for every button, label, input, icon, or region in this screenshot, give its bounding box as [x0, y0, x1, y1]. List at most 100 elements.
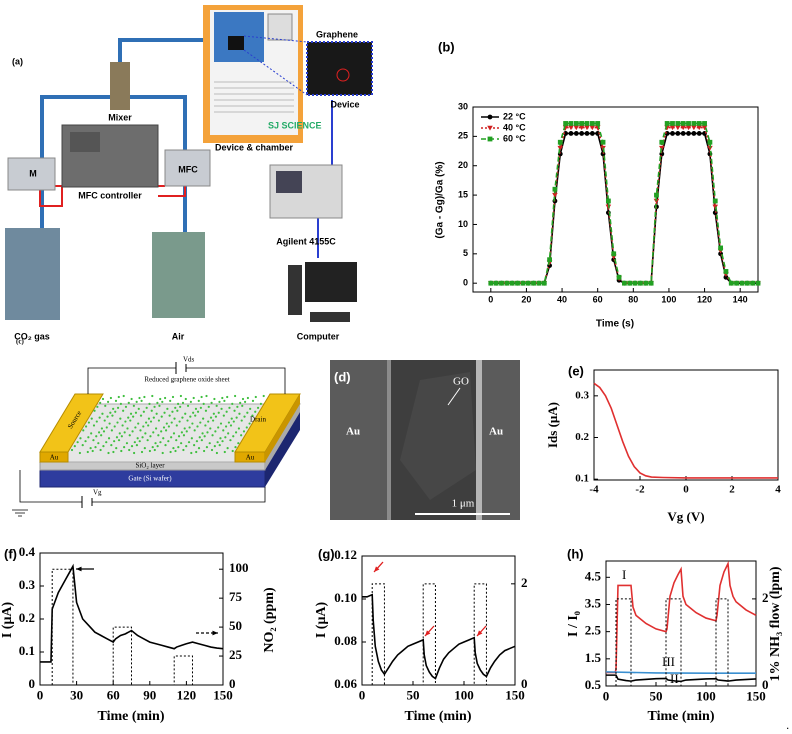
marker — [707, 139, 713, 145]
panel-label: (h) — [567, 546, 584, 561]
rgo-dot — [215, 451, 218, 455]
marker — [595, 121, 601, 126]
x-tick-label: 4 — [775, 483, 781, 495]
rgo-dot — [227, 421, 231, 424]
label: MFC controller — [78, 190, 142, 200]
marker — [653, 198, 660, 204]
label: Graphene — [316, 29, 358, 39]
rgo-dot — [167, 425, 170, 428]
rgo-dot — [124, 405, 128, 408]
marker — [691, 125, 697, 131]
rgo-dot — [193, 443, 196, 447]
label: CO₂ gas — [14, 331, 50, 341]
rgo-dot — [145, 421, 148, 424]
rgo-dot — [116, 421, 119, 424]
rgo-dot — [94, 445, 97, 449]
marker — [654, 192, 659, 198]
rgo-dot — [182, 448, 185, 452]
air-cylinder-photo — [152, 232, 205, 318]
rgo-dot — [235, 416, 238, 419]
y-tick-label: 0.4 — [19, 544, 36, 559]
marker — [584, 125, 590, 131]
marker — [589, 121, 595, 126]
rgo-dot — [113, 425, 116, 428]
agilent-screen — [276, 171, 302, 193]
rgo-dot — [194, 407, 198, 410]
rgo-dot — [227, 432, 230, 435]
rgo-dot — [221, 396, 224, 400]
device-square — [228, 36, 244, 50]
rgo-dot — [168, 414, 171, 417]
chart: 0 30 60 90 120 15000.10.20.30.40255075100(f)T… — [0, 544, 277, 724]
y-tick-label: 30 — [458, 101, 468, 111]
gas-pipes — [40, 38, 333, 258]
rgo-dot — [246, 396, 249, 400]
label: Agilent 4155C — [276, 236, 336, 246]
x-tick-label: 0 — [683, 483, 689, 495]
rgo-dot — [92, 424, 96, 427]
rgo-dot — [202, 402, 205, 406]
marker — [675, 131, 681, 136]
rgo-dot — [115, 446, 118, 450]
rgo-dot — [251, 399, 255, 403]
rgo-dot — [90, 417, 93, 420]
rgo-dot — [95, 435, 98, 438]
rgo-dot — [170, 436, 173, 439]
marker — [499, 280, 504, 286]
rgo-dot — [207, 420, 210, 423]
y2-tick-label: 0 — [521, 676, 528, 691]
rgo-dot — [133, 441, 136, 444]
rgo-dot — [127, 416, 130, 419]
legend-label: 40 °C — [503, 122, 526, 132]
rgo-dot — [219, 422, 223, 425]
rgo-dot — [256, 406, 260, 409]
y2-tick-label: 25 — [229, 647, 243, 662]
rgo-dot — [169, 399, 172, 403]
rgo-dot — [154, 427, 158, 430]
x-tick-label: 100 — [454, 688, 474, 703]
y-tick-label: 0.10 — [334, 590, 357, 605]
rgo-dot — [229, 439, 232, 442]
marker — [509, 280, 515, 286]
marker — [664, 121, 670, 126]
rgo-dot — [188, 426, 191, 429]
rgo-dot — [161, 451, 164, 455]
rgo-dot — [207, 405, 210, 408]
rgo-dot — [117, 395, 120, 399]
legend-label: 22 °C — [503, 111, 526, 121]
label: Au — [50, 454, 59, 462]
rgo-dot — [174, 449, 177, 453]
rgo-dot — [92, 439, 95, 442]
rgo-dot — [121, 424, 124, 427]
rgo-dot — [172, 446, 175, 450]
rgo-dot — [100, 434, 103, 437]
rgo-dot — [87, 421, 91, 424]
rgo-dot — [218, 400, 221, 404]
series-line — [606, 674, 757, 683]
label: Computer — [297, 331, 340, 341]
marker — [536, 280, 542, 286]
gas-flow-line — [615, 598, 729, 687]
rgo-dot — [78, 451, 81, 455]
rgo-dot — [105, 426, 108, 429]
x-tick-label: 40 — [557, 294, 567, 304]
rgo-dot — [130, 444, 134, 448]
y2-tick-label: 2 — [762, 590, 769, 605]
x-axis-label: Time (min) — [647, 709, 714, 724]
panel-label: (d) — [334, 369, 351, 384]
marker — [696, 131, 702, 136]
rgo-dot — [112, 450, 115, 454]
au-edge — [476, 360, 482, 520]
marker — [557, 139, 563, 145]
y-tick-label: 0.5 — [585, 677, 602, 692]
series-line — [40, 563, 224, 663]
marker — [659, 139, 665, 145]
rgo-dot — [128, 434, 131, 437]
rgo-dot — [154, 442, 157, 445]
y-tick-label: 0 — [463, 278, 468, 288]
rgo-dot — [212, 419, 215, 422]
y-tick-label: 0.06 — [334, 676, 357, 691]
go-flake — [400, 372, 476, 500]
rgo-dot — [203, 449, 206, 453]
gas-flow-line — [51, 568, 193, 686]
